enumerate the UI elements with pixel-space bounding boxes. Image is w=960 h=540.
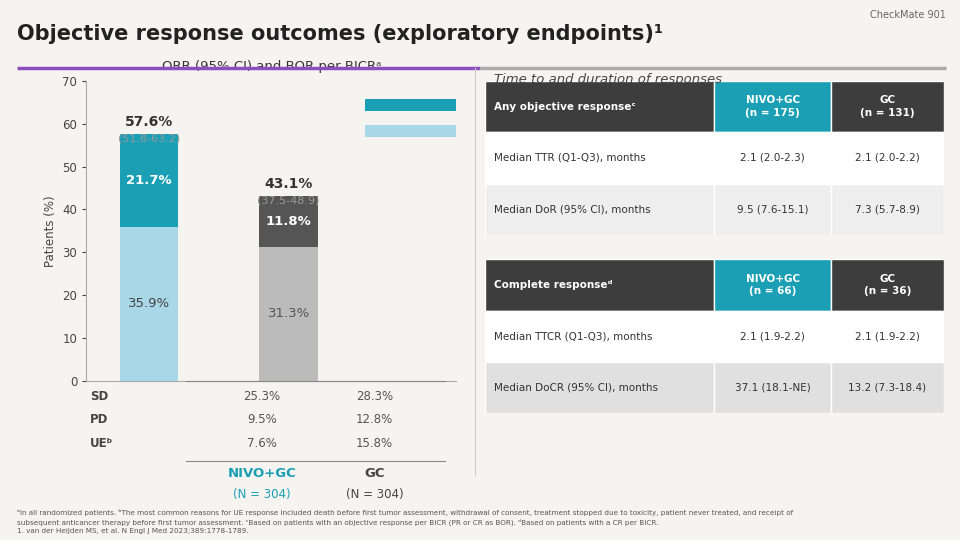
Text: NIVO+GC
(n = 175): NIVO+GC (n = 175)	[745, 96, 800, 118]
FancyBboxPatch shape	[831, 259, 944, 310]
FancyBboxPatch shape	[831, 362, 944, 413]
Text: NIVO+GC: NIVO+GC	[228, 467, 297, 480]
Text: 15.8%: 15.8%	[356, 437, 394, 450]
Text: 9.5%: 9.5%	[247, 413, 276, 427]
Text: ᵃIn all randomized patients. ᵇThe most common reasons for UE response included d: ᵃIn all randomized patients. ᵇThe most c…	[17, 509, 793, 534]
FancyBboxPatch shape	[485, 259, 714, 310]
Bar	[120, 227, 179, 381]
Text: Median TTCR (Q1-Q3), months: Median TTCR (Q1-Q3), months	[494, 331, 653, 341]
Text: 9.5 (7.6-15.1): 9.5 (7.6-15.1)	[737, 204, 808, 214]
FancyBboxPatch shape	[831, 184, 944, 235]
Text: 31.3%: 31.3%	[268, 307, 310, 320]
Text: Any objective responseᶜ: Any objective responseᶜ	[494, 102, 636, 112]
Text: UEᵇ: UEᵇ	[90, 437, 113, 450]
Text: Complete responseᵈ: Complete responseᵈ	[494, 280, 612, 290]
FancyBboxPatch shape	[485, 184, 714, 235]
FancyBboxPatch shape	[831, 81, 944, 132]
Text: 2.1 (2.0-2.2): 2.1 (2.0-2.2)	[855, 153, 920, 163]
FancyBboxPatch shape	[485, 362, 714, 413]
FancyBboxPatch shape	[714, 132, 831, 184]
Bar	[259, 247, 318, 381]
Text: (N = 304): (N = 304)	[346, 488, 403, 501]
Text: 13.2 (7.3-18.4): 13.2 (7.3-18.4)	[849, 382, 926, 393]
FancyBboxPatch shape	[714, 184, 831, 235]
Bar	[366, 125, 576, 137]
Bar	[583, 125, 794, 137]
Text: 2.1 (1.9-2.2): 2.1 (1.9-2.2)	[740, 331, 805, 341]
Text: (51.8-63.2): (51.8-63.2)	[118, 133, 180, 143]
FancyBboxPatch shape	[831, 310, 944, 362]
Text: 43.1%: 43.1%	[264, 177, 313, 191]
Text: NIVO+GC
(n = 66): NIVO+GC (n = 66)	[746, 274, 800, 296]
Text: GC
(n = 36): GC (n = 36)	[864, 274, 911, 296]
Text: Median DoCR (95% CI), months: Median DoCR (95% CI), months	[494, 382, 658, 393]
Text: PR: PR	[808, 126, 825, 136]
Text: Median TTR (Q1-Q3), months: Median TTR (Q1-Q3), months	[494, 153, 646, 163]
Text: PD: PD	[90, 413, 108, 427]
Text: 21.7%: 21.7%	[127, 174, 172, 187]
FancyBboxPatch shape	[485, 132, 714, 184]
Bar	[259, 196, 318, 247]
Bar	[366, 99, 576, 111]
FancyBboxPatch shape	[831, 132, 944, 184]
Text: 28.3%: 28.3%	[356, 390, 394, 403]
Text: 35.9%: 35.9%	[128, 298, 170, 310]
Text: (37.5-48.9): (37.5-48.9)	[257, 195, 320, 205]
FancyBboxPatch shape	[714, 362, 831, 413]
Text: 25.3%: 25.3%	[244, 390, 280, 403]
Text: (N = 304): (N = 304)	[233, 488, 291, 501]
Text: CheckMate 901: CheckMate 901	[870, 10, 946, 20]
Text: 57.6%: 57.6%	[125, 115, 174, 129]
Text: 7.3 (5.7-8.9): 7.3 (5.7-8.9)	[855, 204, 920, 214]
Text: SD: SD	[90, 390, 108, 403]
Text: 11.8%: 11.8%	[266, 215, 311, 228]
Text: GC: GC	[365, 467, 385, 480]
FancyBboxPatch shape	[714, 81, 831, 132]
Text: 2.1 (2.0-2.3): 2.1 (2.0-2.3)	[740, 153, 805, 163]
Text: CR: CR	[808, 100, 825, 110]
Text: Median DoR (95% CI), months: Median DoR (95% CI), months	[494, 204, 651, 214]
Text: GC
(n = 131): GC (n = 131)	[860, 96, 915, 118]
Bar	[120, 134, 179, 227]
Title: ORR (95% CI) and BOR per BICRᵃ: ORR (95% CI) and BOR per BICRᵃ	[161, 60, 381, 73]
Y-axis label: Patients (%): Patients (%)	[44, 195, 57, 267]
Text: 7.6%: 7.6%	[247, 437, 276, 450]
Bar	[583, 99, 794, 111]
Text: Time to and duration of responses: Time to and duration of responses	[494, 73, 723, 86]
Text: 12.8%: 12.8%	[356, 413, 394, 427]
FancyBboxPatch shape	[485, 81, 714, 132]
Text: 2.1 (1.9-2.2): 2.1 (1.9-2.2)	[855, 331, 920, 341]
FancyBboxPatch shape	[714, 259, 831, 310]
FancyBboxPatch shape	[485, 310, 714, 362]
FancyBboxPatch shape	[714, 310, 831, 362]
Text: Objective response outcomes (exploratory endpoints)¹: Objective response outcomes (exploratory…	[17, 24, 663, 44]
Text: 37.1 (18.1-NE): 37.1 (18.1-NE)	[734, 382, 810, 393]
